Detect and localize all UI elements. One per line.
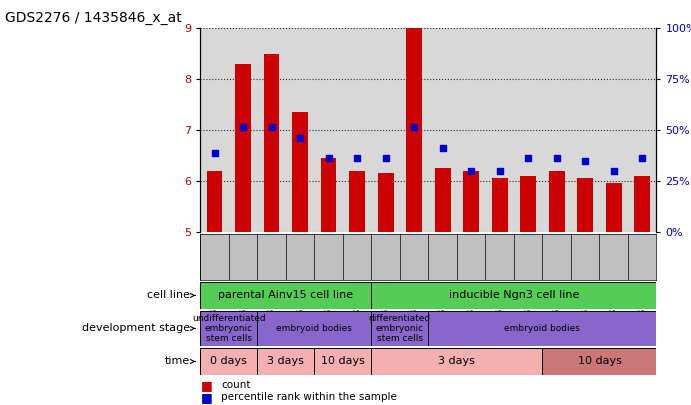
- Text: embryoid bodies: embryoid bodies: [276, 324, 352, 333]
- Bar: [207, 171, 223, 232]
- Text: parental Ainv15 cell line: parental Ainv15 cell line: [218, 290, 354, 301]
- Bar: [542, 348, 656, 375]
- Bar: [492, 178, 507, 232]
- Text: percentile rank within the sample: percentile rank within the sample: [221, 392, 397, 403]
- Bar: [428, 311, 656, 346]
- Bar: [321, 158, 337, 232]
- Bar: [371, 311, 428, 346]
- Text: time: time: [164, 356, 190, 367]
- Point: [380, 155, 391, 161]
- Bar: [200, 348, 257, 375]
- Bar: [257, 348, 314, 375]
- Text: count: count: [221, 380, 251, 390]
- Text: 3 days: 3 days: [267, 356, 304, 367]
- Bar: [549, 171, 565, 232]
- Text: inducible Ngn3 cell line: inducible Ngn3 cell line: [448, 290, 579, 301]
- Point: [636, 155, 647, 161]
- Point: [352, 155, 363, 161]
- Text: cell line: cell line: [147, 290, 190, 301]
- Bar: [371, 282, 656, 309]
- Point: [466, 167, 477, 174]
- Point: [494, 167, 505, 174]
- Bar: [406, 28, 422, 232]
- Text: 3 days: 3 days: [439, 356, 475, 367]
- Bar: [435, 168, 451, 232]
- Point: [294, 134, 305, 141]
- Text: 10 days: 10 days: [321, 356, 365, 367]
- Point: [266, 124, 277, 131]
- Bar: [520, 176, 536, 232]
- Bar: [200, 311, 257, 346]
- Point: [551, 155, 562, 161]
- Text: embryoid bodies: embryoid bodies: [504, 324, 580, 333]
- Bar: [314, 348, 371, 375]
- Point: [323, 155, 334, 161]
- Bar: [264, 54, 279, 232]
- Bar: [606, 183, 621, 232]
- Text: differentiated
embryonic
stem cells: differentiated embryonic stem cells: [369, 313, 431, 343]
- Point: [437, 145, 448, 151]
- Bar: [292, 112, 308, 232]
- Bar: [371, 348, 542, 375]
- Point: [408, 124, 419, 131]
- Text: 0 days: 0 days: [211, 356, 247, 367]
- Bar: [350, 171, 365, 232]
- Point: [209, 149, 220, 156]
- Point: [580, 157, 591, 164]
- Text: development stage: development stage: [82, 324, 190, 333]
- Text: ■: ■: [200, 391, 212, 404]
- Bar: [578, 178, 593, 232]
- Bar: [634, 176, 650, 232]
- Point: [238, 124, 249, 131]
- Text: ■: ■: [200, 379, 212, 392]
- Point: [608, 167, 619, 174]
- Bar: [200, 282, 371, 309]
- Bar: [464, 171, 479, 232]
- Bar: [257, 311, 371, 346]
- Text: undifferentiated
embryonic
stem cells: undifferentiated embryonic stem cells: [192, 313, 266, 343]
- Text: GDS2276 / 1435846_x_at: GDS2276 / 1435846_x_at: [5, 11, 181, 25]
- Point: [522, 155, 533, 161]
- Bar: [236, 64, 251, 232]
- Text: 10 days: 10 days: [578, 356, 621, 367]
- Bar: [378, 173, 393, 232]
